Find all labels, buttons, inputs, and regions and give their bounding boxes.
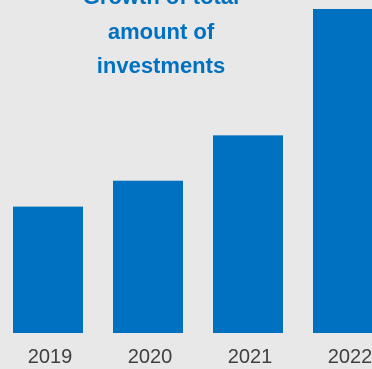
bar-2022 — [313, 9, 372, 333]
bar-2020 — [113, 180, 183, 333]
bar-2019 — [13, 206, 83, 333]
chart-title-line-1: Growth of total — [83, 0, 239, 9]
bars-group — [13, 9, 372, 333]
x-tick-label-2022: 2022 — [328, 346, 372, 368]
chart-title-line-2: amount of — [108, 19, 215, 44]
x-tick-label-2019: 2019 — [28, 346, 73, 368]
x-axis-labels: 2019 2020 2021 2022 — [28, 346, 372, 368]
bar-2021 — [213, 135, 283, 333]
x-tick-label-2021: 2021 — [228, 346, 273, 368]
chart-title-line-3: investments — [97, 53, 225, 78]
x-tick-label-2020: 2020 — [128, 346, 173, 368]
chart-title: Growth of total amount of investments — [83, 0, 239, 78]
